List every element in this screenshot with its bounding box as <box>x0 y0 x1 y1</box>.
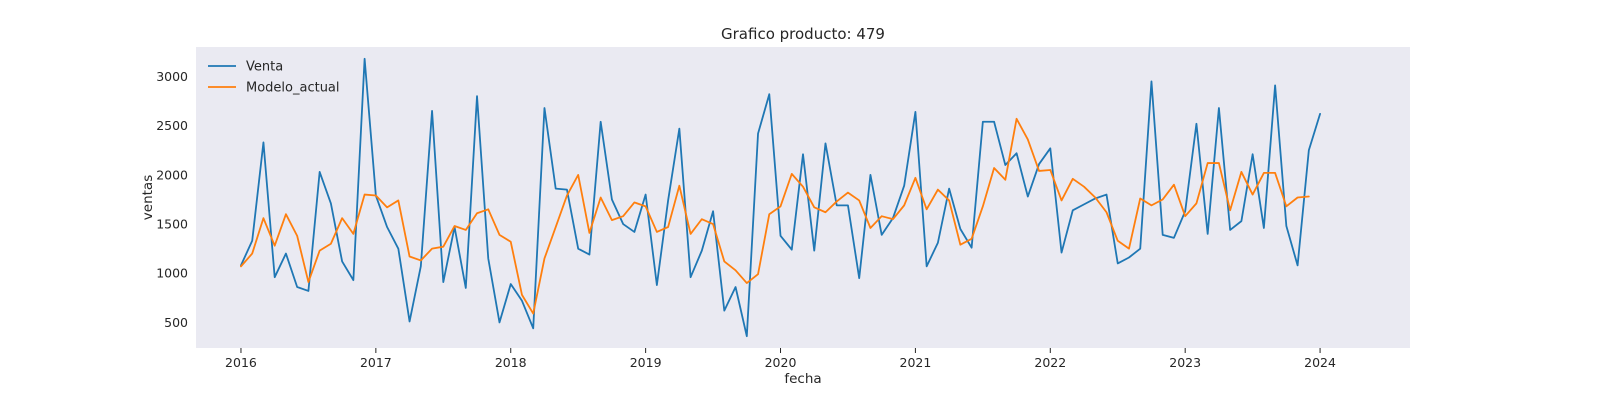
x-tick-label: 2024 <box>1304 355 1336 370</box>
y-axis: 500 1000 1500 2000 2500 3000 <box>156 69 188 330</box>
y-axis-label: ventas <box>140 175 156 220</box>
series-line-modelo-actual <box>240 117 1310 315</box>
x-tick-label: 2017 <box>360 355 392 370</box>
chart-title: Grafico producto: 479 <box>721 25 885 43</box>
y-tick-label: 2500 <box>156 118 188 133</box>
legend-label: Venta <box>246 60 283 75</box>
y-tick-label: 3000 <box>156 69 188 84</box>
y-tick-label: 1500 <box>156 217 188 232</box>
y-tick-label: 2000 <box>156 167 188 182</box>
x-tick-label: 2023 <box>1169 355 1201 370</box>
legend-label: Modelo_actual <box>246 81 340 96</box>
x-tick-label: 2020 <box>765 355 797 370</box>
x-tick-label: 2022 <box>1034 355 1066 370</box>
x-tick-label: 2016 <box>225 355 257 370</box>
y-tick-label: 500 <box>164 315 188 330</box>
y-tick-label: 1000 <box>156 266 188 281</box>
x-tick-label: 2019 <box>630 355 662 370</box>
plot-area <box>196 47 1410 348</box>
legend: Venta Modelo_actual <box>208 60 340 96</box>
x-axis-label: fecha <box>784 371 821 387</box>
x-tick-label: 2021 <box>900 355 932 370</box>
x-axis: 2016 2017 2018 2019 2020 2021 2022 2023 2024 <box>225 348 1336 370</box>
series-line-venta <box>240 57 1321 338</box>
x-tick-label: 2018 <box>495 355 527 370</box>
series-layer <box>240 57 1321 338</box>
